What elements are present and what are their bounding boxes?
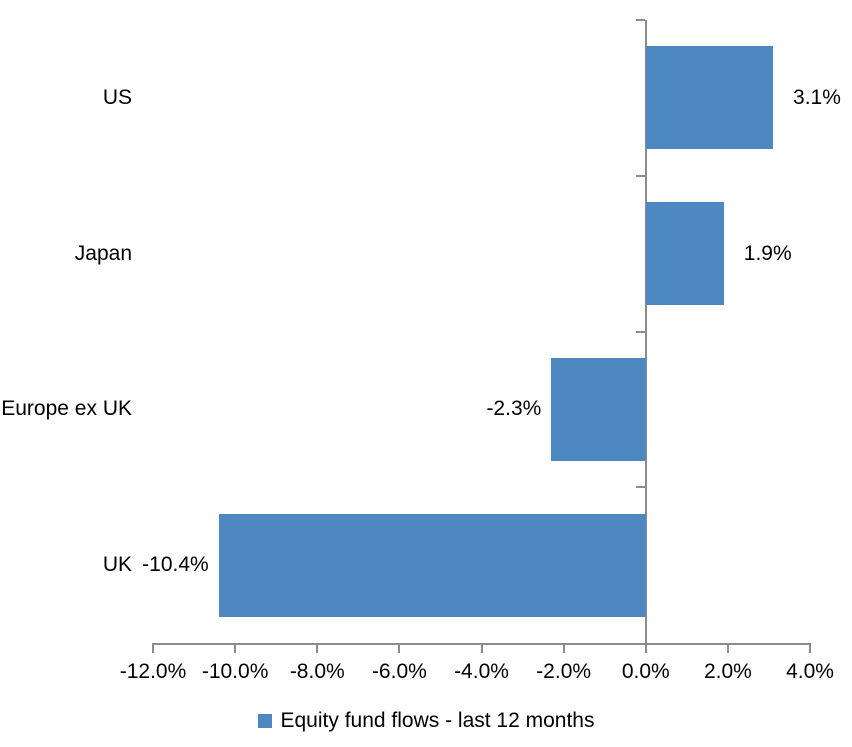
x-axis-tick [398,645,401,653]
x-axis-tick [562,645,565,653]
bar-uk [218,513,646,617]
x-axis-tick [152,645,154,653]
bar-europe-ex-uk [551,357,646,461]
x-axis-tick-label: -2.0% [536,660,592,683]
data-label-europe-ex-uk: -2.3% [486,397,542,421]
x-axis-tick [316,645,319,653]
data-label-uk: -10.4% [142,553,209,577]
bar-us [645,46,774,150]
data-label-us: 3.1% [793,85,841,109]
category-label-uk: UK [102,553,132,577]
x-axis-tick-label: -6.0% [371,660,427,683]
y-axis-tick [635,19,645,21]
y-axis-zero-line [644,20,647,645]
data-label-japan: 1.9% [743,241,792,265]
legend: Equity fund flows - last 12 months [0,706,852,736]
category-label-japan: Japan [74,241,132,265]
category-label-us: US [102,85,132,109]
x-axis-tick [726,645,729,653]
y-axis-tick [635,486,645,489]
legend-label: Equity fund flows - last 12 months [280,709,595,732]
x-axis-line [152,643,811,645]
legend-swatch [257,714,272,728]
x-axis-tick-label: 0.0% [621,660,670,683]
x-axis-tick-label: -12.0% [119,660,187,683]
x-axis-tick [809,645,811,653]
x-axis-tick [644,645,647,653]
x-axis-tick-label: 4.0% [786,660,834,683]
y-axis-tick [635,330,645,333]
x-axis-tick-label: -8.0% [289,660,345,683]
x-axis-tick-label: 2.0% [703,660,752,683]
x-axis-tick [234,645,237,653]
y-axis-tick [635,174,645,177]
category-label-europe-ex-uk: Europe ex UK [1,397,132,421]
bar-japan [645,202,724,306]
x-axis-tick-label: -10.0% [201,660,269,683]
x-axis-tick [480,645,483,653]
x-axis-tick-label: -4.0% [454,660,509,683]
